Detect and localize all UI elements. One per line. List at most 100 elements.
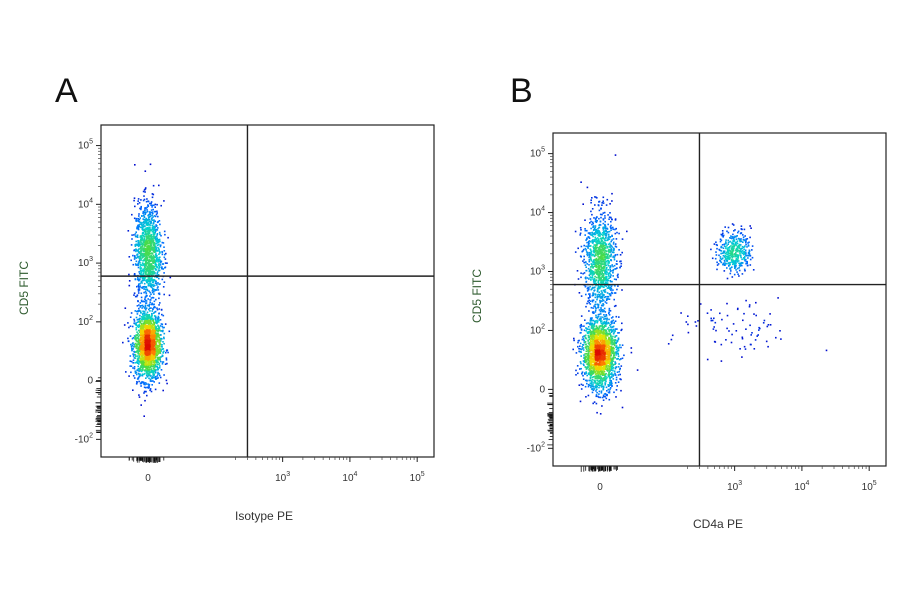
event-dot xyxy=(728,255,731,257)
event-dot xyxy=(147,351,150,353)
event-dot xyxy=(602,232,604,234)
event-dot xyxy=(613,321,616,324)
event-dot xyxy=(156,234,158,236)
event-dot xyxy=(591,382,593,384)
event-dot xyxy=(145,268,147,271)
event-dot xyxy=(608,277,610,279)
event-dot xyxy=(728,246,731,249)
event-dot xyxy=(135,347,138,349)
event-dot xyxy=(138,373,140,376)
event-dot xyxy=(609,273,611,275)
event-dot xyxy=(605,375,607,378)
event-dot xyxy=(597,313,600,316)
event-dot xyxy=(146,329,149,332)
event-dot xyxy=(145,222,148,224)
event-dot xyxy=(153,249,156,251)
event-dot xyxy=(593,286,596,289)
event-dot xyxy=(715,251,717,253)
event-dot xyxy=(586,229,588,232)
event-dot xyxy=(155,264,158,266)
event-dot xyxy=(156,244,159,247)
event-dot xyxy=(134,233,137,235)
event-dot xyxy=(157,317,160,319)
event-dot xyxy=(161,267,163,270)
event-dot xyxy=(142,330,145,332)
event-dot xyxy=(136,226,138,228)
event-dot xyxy=(600,281,602,284)
event-dot xyxy=(142,234,144,237)
event-dot xyxy=(157,356,159,359)
event-dot xyxy=(154,251,157,253)
event-dot xyxy=(610,317,613,319)
event-dot xyxy=(594,294,597,296)
event-dot xyxy=(607,233,610,236)
event-dot xyxy=(591,213,593,216)
event-dot xyxy=(156,308,159,311)
event-dot xyxy=(587,232,590,234)
event-dot xyxy=(147,266,150,269)
event-dot xyxy=(151,356,154,358)
event-dot xyxy=(582,374,584,377)
event-dot xyxy=(597,239,599,241)
event-dot xyxy=(144,339,146,342)
event-dot xyxy=(591,271,593,273)
event-dot xyxy=(736,267,739,270)
event-dot xyxy=(129,355,132,357)
event-dot xyxy=(140,271,143,273)
event-dot xyxy=(670,338,673,341)
event-dot xyxy=(592,235,594,238)
event-dot xyxy=(583,261,585,264)
event-dot xyxy=(735,258,738,260)
event-dot xyxy=(150,222,152,225)
event-dot xyxy=(153,290,155,293)
event-dot xyxy=(597,315,599,318)
event-dot xyxy=(719,240,722,243)
event-dot xyxy=(143,247,146,249)
event-dot xyxy=(142,364,145,366)
event-dot xyxy=(151,334,153,337)
event-dot xyxy=(141,287,144,289)
event-dot xyxy=(603,320,606,323)
event-dot xyxy=(136,345,138,347)
event-dot xyxy=(153,288,155,291)
event-dot xyxy=(615,238,618,240)
event-dot xyxy=(614,268,616,270)
event-dot xyxy=(736,271,738,273)
event-dot xyxy=(605,397,608,400)
event-dot xyxy=(619,344,621,346)
event-dot xyxy=(153,245,156,248)
event-dot xyxy=(148,361,150,363)
event-dot xyxy=(610,259,612,261)
event-dot xyxy=(139,262,141,264)
event-dot xyxy=(593,324,595,326)
event-dot xyxy=(140,273,143,276)
event-dot xyxy=(591,254,594,256)
event-dot xyxy=(139,352,142,354)
event-dot xyxy=(138,340,140,342)
event-dot xyxy=(594,309,597,312)
event-dot xyxy=(152,361,155,364)
event-dot xyxy=(577,345,579,348)
event-dot xyxy=(143,335,145,338)
event-dot xyxy=(595,382,597,385)
event-dot xyxy=(736,240,739,242)
event-dot xyxy=(146,370,148,372)
event-dot xyxy=(146,253,149,256)
event-dot xyxy=(159,341,161,344)
event-dot xyxy=(594,321,597,323)
event-dot xyxy=(148,369,151,371)
event-dot xyxy=(613,305,616,308)
event-dot xyxy=(150,283,152,285)
event-dot xyxy=(159,376,162,379)
event-dot xyxy=(573,339,575,342)
event-dot xyxy=(152,344,155,346)
event-dot xyxy=(153,219,155,222)
event-dot xyxy=(151,351,154,353)
event-dot xyxy=(159,329,161,332)
event-dot xyxy=(586,254,589,257)
event-dot xyxy=(738,275,740,277)
event-dot xyxy=(136,321,139,323)
event-dot xyxy=(610,369,613,371)
event-dot xyxy=(586,251,589,254)
event-dot xyxy=(589,320,592,322)
